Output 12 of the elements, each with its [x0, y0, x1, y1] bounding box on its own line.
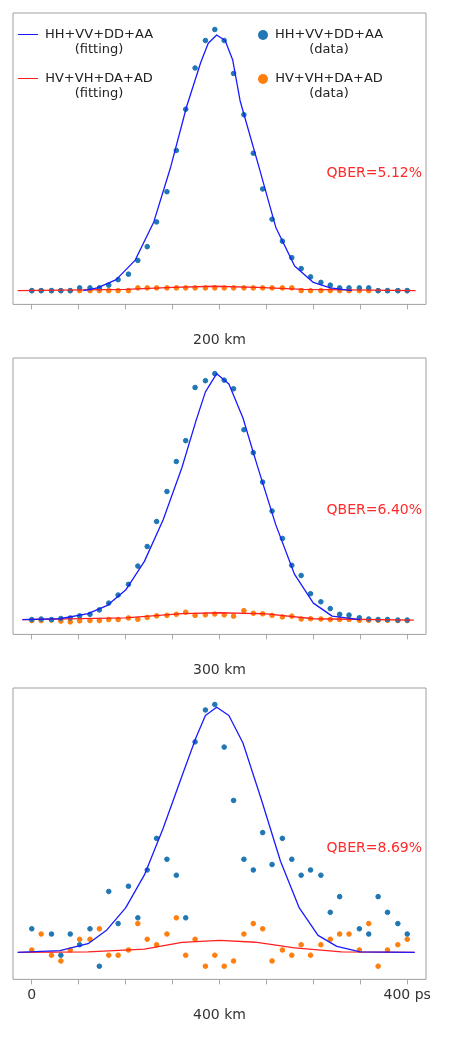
- x-tick-label: 400 ps: [383, 986, 431, 1003]
- x-axis-title: 400 km: [193, 1006, 246, 1023]
- x-axis-title: 200 km: [193, 331, 246, 348]
- x-tick-label: 0: [27, 986, 37, 1003]
- legend-label: HV+VH+DA+AD (data): [274, 70, 384, 100]
- annotation: QBER=6.40%: [326, 500, 422, 517]
- annotation: QBER=8.69%: [326, 838, 422, 855]
- x-axis-title: 300 km: [193, 661, 246, 678]
- legend-label: HV+VH+DA+AD (fitting): [44, 70, 154, 100]
- annotation: QBER=5.12%: [326, 163, 422, 180]
- legend-label: HH+VV+DD+AA (fitting): [44, 26, 154, 56]
- legend-label: HH+VV+DD+AA (data): [274, 26, 384, 56]
